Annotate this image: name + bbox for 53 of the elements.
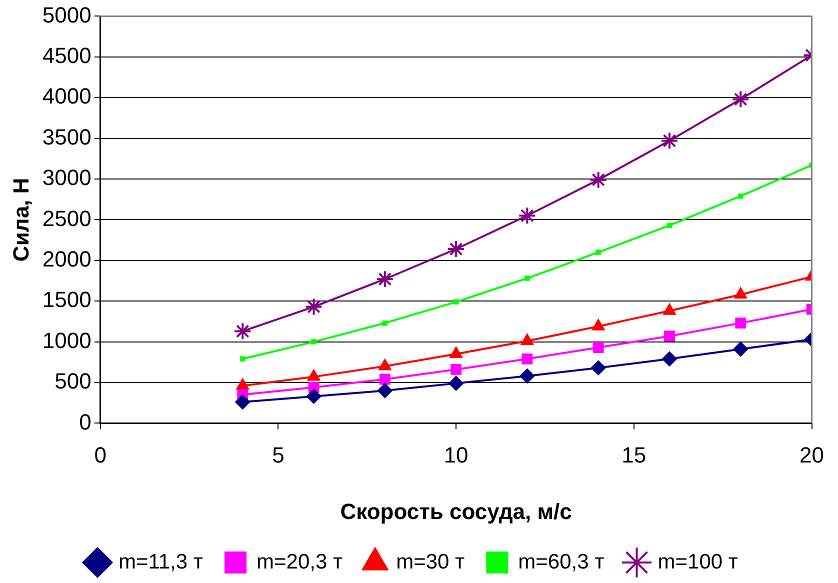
- legend-label: m=11,3 т: [118, 550, 204, 574]
- y-tick-label: 1000: [42, 328, 92, 353]
- x-tick-label: 10: [444, 442, 468, 468]
- y-tick-label: 3500: [42, 124, 92, 150]
- legend-label: m=60,3 т: [518, 550, 605, 574]
- y-axis-title: Сила, Н: [8, 178, 34, 262]
- point: [666, 222, 672, 228]
- y-tick-label: 1500: [42, 287, 92, 312]
- y-tick-label: 0: [79, 409, 92, 434]
- point: [590, 360, 606, 376]
- point: [311, 339, 316, 344]
- point: [376, 270, 394, 288]
- point: [524, 276, 530, 281]
- point: [735, 318, 746, 329]
- point: [592, 342, 604, 353]
- point: [738, 193, 744, 199]
- y-tick-label: 5000: [42, 2, 92, 28]
- legend-label: m=100 т: [658, 550, 738, 574]
- point: [448, 376, 464, 391]
- point: [382, 320, 388, 326]
- point: [235, 394, 250, 410]
- point: [240, 356, 246, 362]
- y-tick-label: 2500: [42, 206, 92, 231]
- point: [733, 342, 748, 357]
- point: [662, 351, 677, 366]
- point: [306, 388, 322, 404]
- point: [518, 206, 536, 225]
- x-tick-label: 15: [622, 442, 646, 468]
- y-tick-label: 2000: [42, 246, 92, 272]
- point: [379, 374, 390, 385]
- x-tick-label: 20: [800, 442, 824, 468]
- point: [664, 330, 675, 342]
- point: [520, 368, 535, 384]
- legend-label: m=30 т: [396, 550, 466, 574]
- y-tick-label: 3000: [42, 165, 92, 190]
- point: [449, 346, 463, 358]
- point: [234, 322, 252, 340]
- point: [450, 364, 462, 375]
- point: [589, 170, 608, 189]
- point: [732, 90, 750, 108]
- point: [453, 299, 459, 305]
- point: [522, 353, 533, 364]
- point: [596, 250, 601, 255]
- x-axis-title: Скорость сосуда, м/с: [340, 498, 572, 524]
- x-tick-label: 5: [272, 442, 284, 468]
- legend-label: m=20,3 т: [256, 550, 343, 574]
- point: [660, 132, 678, 150]
- y-tick-label: 500: [54, 368, 92, 394]
- point: [377, 383, 392, 398]
- y-tick-label: 4500: [42, 42, 92, 68]
- point: [304, 298, 323, 316]
- y-tick-label: 4000: [42, 84, 92, 109]
- point: [447, 240, 466, 258]
